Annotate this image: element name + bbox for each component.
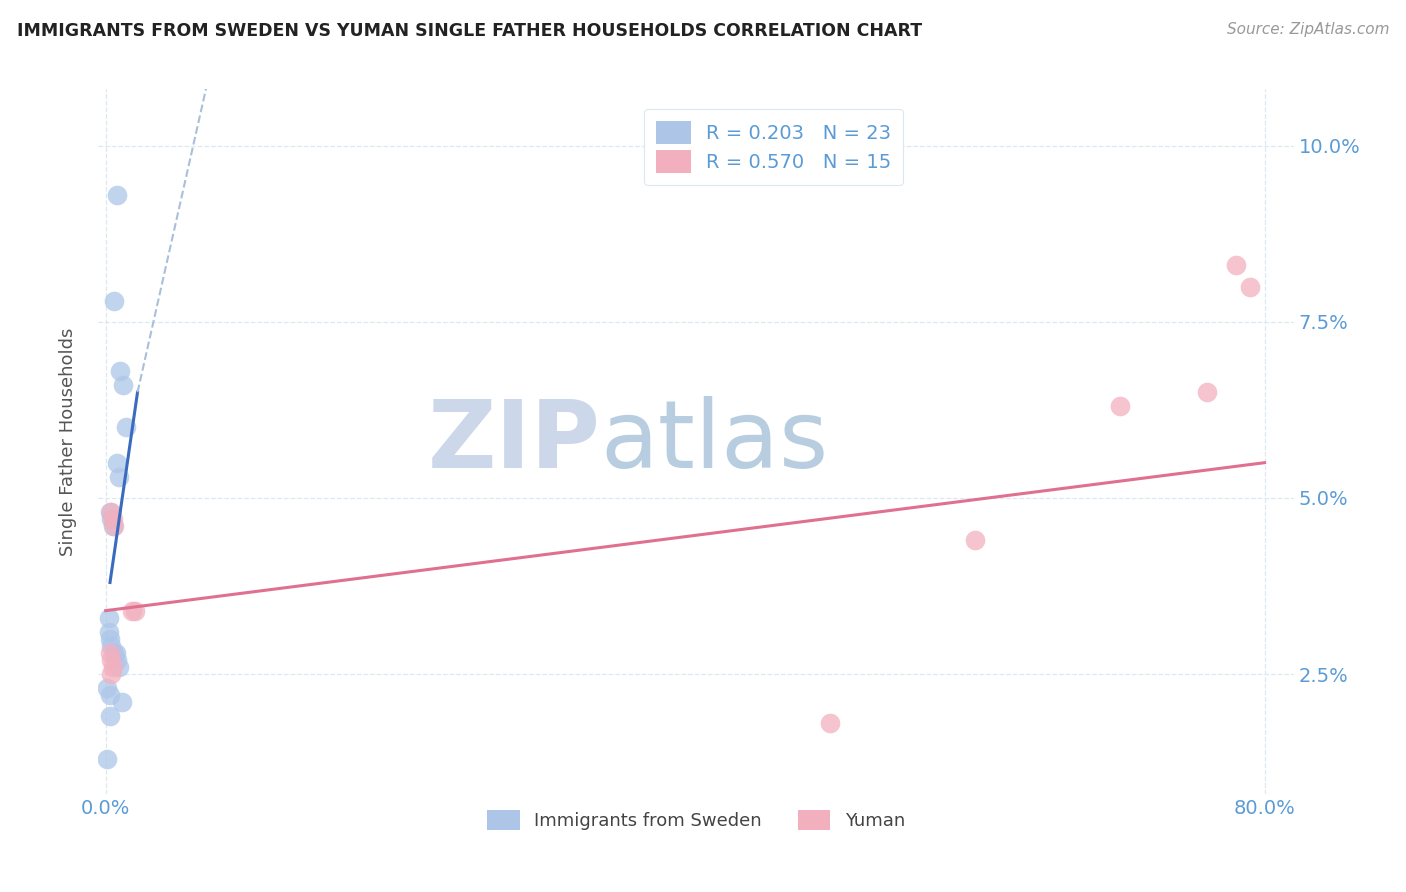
Point: [96, 751, 118, 765]
Point: [97, 624, 120, 639]
Point: [108, 364, 131, 378]
Point: [97, 610, 120, 624]
Point: [1195, 385, 1218, 400]
Point: [101, 660, 124, 674]
Point: [100, 505, 122, 519]
Text: atlas: atlas: [600, 395, 828, 488]
Point: [107, 660, 129, 674]
Point: [101, 512, 124, 526]
Point: [98, 505, 121, 519]
Point: [115, 420, 138, 434]
Point: [105, 456, 128, 470]
Point: [110, 695, 132, 709]
Point: [121, 604, 143, 618]
Text: IMMIGRANTS FROM SWEDEN VS YUMAN SINGLE FATHER HOUSEHOLDS CORRELATION CHART: IMMIGRANTS FROM SWEDEN VS YUMAN SINGLE F…: [17, 22, 922, 40]
Point: [1239, 279, 1261, 293]
Point: [100, 653, 122, 667]
Point: [98, 646, 121, 660]
Point: [98, 632, 121, 646]
Point: [1225, 258, 1247, 272]
Point: [105, 653, 128, 667]
Point: [105, 187, 128, 202]
Point: [98, 709, 121, 723]
Text: ZIP: ZIP: [427, 395, 600, 488]
Point: [104, 646, 127, 660]
Text: Source: ZipAtlas.com: Source: ZipAtlas.com: [1226, 22, 1389, 37]
Point: [818, 716, 841, 731]
Point: [112, 378, 135, 392]
Point: [1108, 400, 1130, 414]
Point: [103, 646, 125, 660]
Point: [103, 293, 125, 308]
Point: [100, 639, 122, 653]
Point: [963, 533, 986, 548]
Point: [100, 512, 122, 526]
Point: [107, 469, 129, 483]
Point: [101, 519, 124, 533]
Legend: Immigrants from Sweden, Yuman: Immigrants from Sweden, Yuman: [479, 803, 912, 838]
Point: [100, 667, 122, 681]
Y-axis label: Single Father Households: Single Father Households: [59, 327, 77, 556]
Point: [124, 604, 146, 618]
Point: [96, 681, 118, 696]
Point: [98, 688, 121, 702]
Point: [103, 519, 125, 533]
